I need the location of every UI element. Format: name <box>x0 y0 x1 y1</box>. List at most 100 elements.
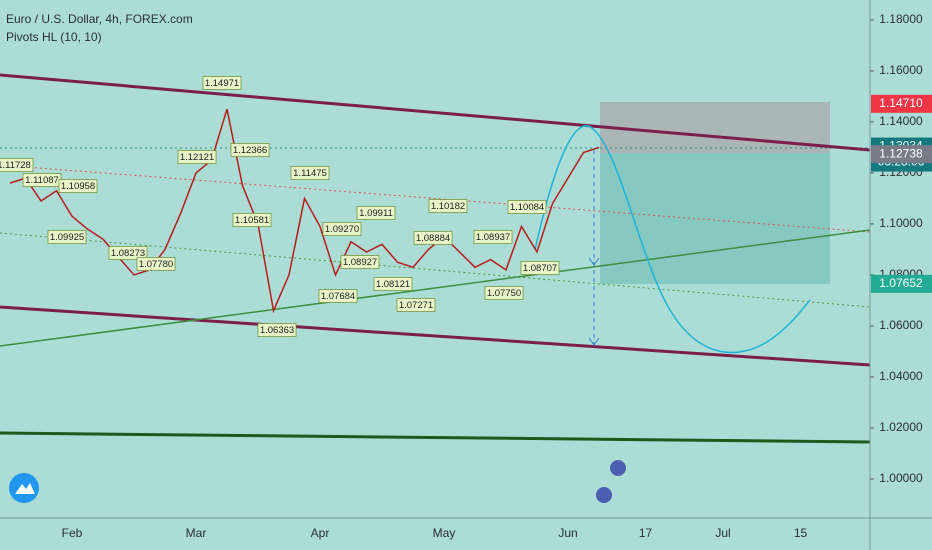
price-tag <box>871 94 932 113</box>
pivot-label: 1.07780 <box>136 257 176 271</box>
projection-curve <box>534 125 811 354</box>
pivot-text: 1.08273 <box>111 248 145 259</box>
y-tick-label: 1.14000 <box>879 114 923 128</box>
pivot-label: 1.07271 <box>396 298 436 312</box>
pivot-text: 1.10182 <box>431 201 465 212</box>
pivot-box <box>507 200 547 214</box>
y-tick-label: 1.00000 <box>879 471 923 485</box>
pivot-label: 1.09911 <box>356 206 396 220</box>
x-tick-label: 15 <box>794 526 808 540</box>
x-tick-label: Feb <box>62 526 83 540</box>
pivot-box <box>413 231 453 245</box>
pivot-label: 1.09270 <box>322 222 362 236</box>
pivot-text: 1.07684 <box>321 291 355 302</box>
pivot-text: 1.11475 <box>293 168 327 179</box>
pivot-text: 1.12366 <box>233 145 267 156</box>
indicator-name: Pivots HL (10, 10) <box>6 30 102 44</box>
pivot-label: 1.08937 <box>473 230 513 244</box>
event-icon[interactable] <box>610 460 626 476</box>
pivot-box <box>47 230 87 244</box>
x-tick-label: Mar <box>186 526 207 540</box>
pivot-text: 1.08707 <box>523 263 557 274</box>
pivot-text: 1.10581 <box>235 215 269 226</box>
pivot-box <box>396 298 436 312</box>
pivot-box <box>0 158 34 172</box>
trendline <box>0 229 871 347</box>
support-line <box>0 431 871 444</box>
pivot-label: 1.08884 <box>413 231 453 245</box>
price-tag-label: 1.07652 <box>879 276 923 290</box>
pivot-label: 1.08707 <box>520 261 560 275</box>
pivot-box <box>290 166 330 180</box>
pivot-label: 1.11475 <box>290 166 330 180</box>
channel-mid <box>0 232 871 308</box>
pivot-text: 1.08884 <box>416 233 450 244</box>
pivot-label: 1.08121 <box>373 277 413 291</box>
pivot-box <box>520 261 560 275</box>
pivot-label: 1.11087 <box>22 173 62 187</box>
logo-icon <box>15 483 35 494</box>
pivot-label: 1.14971 <box>202 76 242 90</box>
pivot-box <box>428 199 468 213</box>
pivot-box <box>340 255 380 269</box>
x-tick-label: 17 <box>639 526 653 540</box>
pivot-box <box>177 150 217 164</box>
target-zone <box>600 153 830 284</box>
pivot-box <box>230 143 270 157</box>
pivot-label: 1.10581 <box>232 213 272 227</box>
pivot-label: 1.08927 <box>340 255 380 269</box>
event-icon[interactable] <box>596 487 612 503</box>
pivot-text: 1.07271 <box>399 300 433 311</box>
pivot-box <box>257 323 297 337</box>
pivot-label: 1.07684 <box>318 289 358 303</box>
pivot-box <box>108 246 148 260</box>
pivot-box <box>232 213 272 227</box>
y-tick-label: 1.04000 <box>879 369 923 383</box>
pivot-label: 1.10958 <box>58 179 98 193</box>
trendline <box>0 305 871 367</box>
pivot-box <box>356 206 396 220</box>
pivot-label: 1.08273 <box>108 246 148 260</box>
y-tick-label: 1.16000 <box>879 63 923 77</box>
pivot-label: 1.10182 <box>428 199 468 213</box>
pivot-text: 1.07780 <box>139 259 173 270</box>
pivot-box <box>318 289 358 303</box>
price-tag <box>871 274 932 293</box>
pivot-label: 1.12366 <box>230 143 270 157</box>
y-tick-label: 1.06000 <box>879 318 923 332</box>
pivot-text: 1.11728 <box>0 160 31 171</box>
pivot-box <box>484 286 524 300</box>
pivot-box <box>58 179 98 193</box>
arrow-head <box>588 257 600 346</box>
pivot-text: 1.09911 <box>359 208 393 219</box>
pivot-box <box>136 257 176 271</box>
pivot-text: 1.10958 <box>61 181 95 192</box>
price-tag-label: 1.14710 <box>879 96 923 110</box>
pivot-box <box>473 230 513 244</box>
pivot-text: 1.12121 <box>180 152 214 163</box>
pivot-text: 1.09925 <box>50 232 84 243</box>
pivot-text: 1.08937 <box>476 232 510 243</box>
pivot-box <box>373 277 413 291</box>
pivot-box <box>322 222 362 236</box>
pivot-text: 1.07750 <box>487 288 521 299</box>
price-tag-label: 1.12738 <box>879 146 923 160</box>
price-line <box>9 108 600 314</box>
drawings <box>0 73 871 444</box>
pivot-text: 1.08927 <box>343 257 377 268</box>
pivot-label: 1.06363 <box>257 323 297 337</box>
y-tick-label: 1.18000 <box>879 12 923 26</box>
chart-title: Euro / U.S. Dollar, 4h, FOREX.com <box>6 12 193 26</box>
x-tick-label: May <box>433 526 456 540</box>
pivot-text: 1.06363 <box>260 325 294 336</box>
pivot-label: 1.12121 <box>177 150 217 164</box>
pivot-text: 1.11087 <box>25 175 59 186</box>
x-tick-label: Jun <box>558 526 577 540</box>
pivot-text: 1.09270 <box>325 224 359 235</box>
y-tick-label: 1.10000 <box>879 216 923 230</box>
x-tick-label: Jul <box>715 526 730 540</box>
price-tag <box>871 145 932 164</box>
pivot-text: 1.08121 <box>376 279 410 290</box>
pivot-box <box>202 76 242 90</box>
